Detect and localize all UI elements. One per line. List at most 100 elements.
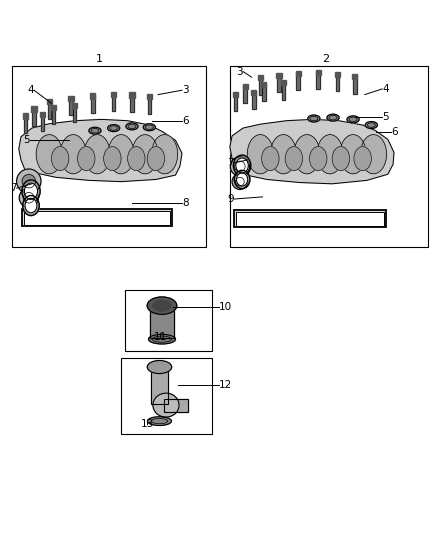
Bar <box>336 73 339 91</box>
Bar <box>352 74 357 79</box>
Bar <box>52 106 55 124</box>
Bar <box>281 80 286 85</box>
Text: 7: 7 <box>228 158 234 168</box>
Ellipse shape <box>237 173 248 186</box>
Ellipse shape <box>36 135 62 174</box>
Ellipse shape <box>153 393 179 417</box>
Ellipse shape <box>132 135 158 174</box>
Bar <box>243 84 248 89</box>
Circle shape <box>24 192 34 203</box>
Bar <box>258 76 262 94</box>
Ellipse shape <box>270 135 297 174</box>
Circle shape <box>230 157 250 176</box>
Ellipse shape <box>147 297 177 314</box>
Bar <box>91 94 95 113</box>
Bar <box>40 111 46 117</box>
Ellipse shape <box>143 124 155 131</box>
Text: 13: 13 <box>141 419 154 430</box>
Bar <box>52 106 55 124</box>
Text: 6: 6 <box>391 127 398 138</box>
Bar <box>72 103 77 108</box>
Ellipse shape <box>104 147 121 171</box>
Bar <box>297 72 300 90</box>
Bar <box>150 311 174 338</box>
Ellipse shape <box>308 115 320 122</box>
Ellipse shape <box>108 135 134 174</box>
Ellipse shape <box>22 180 40 203</box>
Bar <box>32 108 36 126</box>
Ellipse shape <box>78 147 95 171</box>
Bar <box>258 76 262 94</box>
Circle shape <box>22 174 35 188</box>
Ellipse shape <box>261 147 279 171</box>
Text: 8: 8 <box>182 198 189 208</box>
Bar <box>276 73 282 78</box>
Ellipse shape <box>365 122 378 128</box>
Text: 9: 9 <box>228 194 234 204</box>
Bar <box>297 72 300 90</box>
Text: 3: 3 <box>182 85 189 95</box>
Bar <box>111 92 116 97</box>
Bar <box>230 66 428 247</box>
Ellipse shape <box>234 171 250 189</box>
Text: 4: 4 <box>382 84 389 94</box>
Text: 5: 5 <box>382 112 389 122</box>
Bar <box>51 104 56 110</box>
Bar <box>121 358 212 434</box>
Bar <box>148 95 151 114</box>
Ellipse shape <box>332 147 350 171</box>
Bar <box>41 113 45 131</box>
Text: 11: 11 <box>154 333 167 342</box>
Bar <box>112 93 116 111</box>
Text: 10: 10 <box>219 302 232 312</box>
Ellipse shape <box>23 196 39 215</box>
Bar <box>69 97 73 116</box>
Bar <box>282 82 285 100</box>
Bar <box>112 93 116 111</box>
Ellipse shape <box>148 334 176 344</box>
Bar <box>237 212 384 225</box>
Ellipse shape <box>89 127 101 134</box>
Ellipse shape <box>294 135 320 174</box>
Bar <box>317 71 320 90</box>
Bar <box>233 92 238 97</box>
Bar <box>47 100 51 118</box>
Ellipse shape <box>152 135 178 174</box>
Bar <box>130 94 134 112</box>
Bar <box>32 108 36 126</box>
Circle shape <box>232 174 248 189</box>
Bar <box>277 74 281 92</box>
Polygon shape <box>19 119 182 182</box>
Ellipse shape <box>153 300 171 311</box>
Bar <box>150 311 174 338</box>
Bar <box>147 94 152 99</box>
Polygon shape <box>230 119 394 184</box>
Ellipse shape <box>147 147 165 171</box>
Text: 3: 3 <box>237 67 243 77</box>
Ellipse shape <box>147 360 172 374</box>
Bar <box>164 399 188 412</box>
Ellipse shape <box>347 116 359 123</box>
Ellipse shape <box>126 123 138 130</box>
Bar <box>282 82 285 100</box>
Bar <box>12 66 206 247</box>
Bar <box>25 211 170 225</box>
Ellipse shape <box>247 135 273 174</box>
Ellipse shape <box>60 135 86 174</box>
Ellipse shape <box>233 155 251 176</box>
Bar <box>261 82 266 87</box>
Ellipse shape <box>285 147 303 171</box>
Bar <box>130 94 134 112</box>
Bar <box>234 93 237 111</box>
Bar <box>47 99 52 104</box>
Bar <box>277 74 281 92</box>
Bar <box>317 71 320 90</box>
Ellipse shape <box>25 183 38 199</box>
Bar <box>69 97 73 116</box>
Bar <box>151 367 168 403</box>
Circle shape <box>19 188 39 207</box>
Ellipse shape <box>51 147 69 171</box>
Text: 4: 4 <box>28 85 34 95</box>
Bar <box>353 76 357 94</box>
Text: 12: 12 <box>219 380 232 390</box>
